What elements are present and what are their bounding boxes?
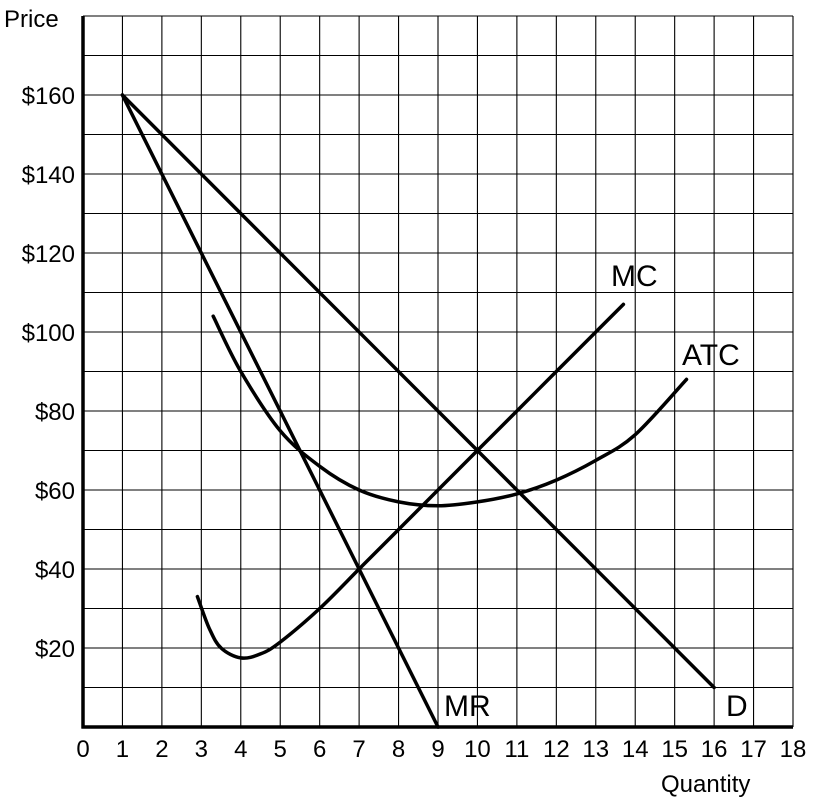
series-d-curve: [120, 93, 716, 690]
d-label: D: [726, 690, 748, 723]
x-tick-label: 4: [234, 736, 247, 763]
x-tick-label: 6: [313, 736, 326, 763]
x-tick-label: 8: [392, 736, 405, 763]
x-tick-label: 1: [116, 736, 129, 763]
series-mc-curve: [195, 302, 626, 660]
y-tick-label: $20: [35, 636, 75, 663]
axes: [81, 16, 793, 729]
mc-label: MC: [611, 260, 658, 293]
x-tick-label: 13: [582, 736, 609, 763]
x-tick-label: 14: [622, 736, 649, 763]
y-tick-label: $140: [22, 162, 75, 189]
y-tick-label: $120: [22, 241, 75, 268]
x-tick-label: 16: [701, 736, 728, 763]
y-tick-label: $160: [22, 83, 75, 110]
curves: [120, 93, 716, 729]
x-tick-label: 0: [76, 736, 89, 763]
x-tick-label: 15: [661, 736, 688, 763]
x-tick-label: 2: [155, 736, 168, 763]
y-tick-label: $80: [35, 399, 75, 426]
y-tick-label: $60: [35, 478, 75, 505]
x-tick-label: 12: [543, 736, 570, 763]
series-atc-curve: [211, 314, 689, 508]
mr-label: MR: [444, 690, 491, 723]
atc-label: ATC: [682, 339, 740, 372]
x-tick-label: 5: [274, 736, 287, 763]
y-tick-label: $40: [35, 557, 75, 584]
x-tick-label: 7: [352, 736, 365, 763]
x-tick-label: 10: [464, 736, 491, 763]
x-tick-label: 3: [195, 736, 208, 763]
tick-labels: 0 1 2 3 4 5 6 7 8 9 10 11 12 13 14 15 16 17 18$20$40$60$80…: [22, 83, 807, 763]
x-tick-label: 9: [431, 736, 444, 763]
y-tick-label: $100: [22, 320, 75, 347]
y-axis-title: Price: [4, 6, 59, 33]
x-tick-label: 17: [740, 736, 767, 763]
x-axis-title: Quantity: [661, 771, 750, 798]
x-tick-label: 18: [780, 736, 807, 763]
series-mr-curve: [120, 93, 440, 729]
x-tick-label: 11: [504, 736, 529, 763]
